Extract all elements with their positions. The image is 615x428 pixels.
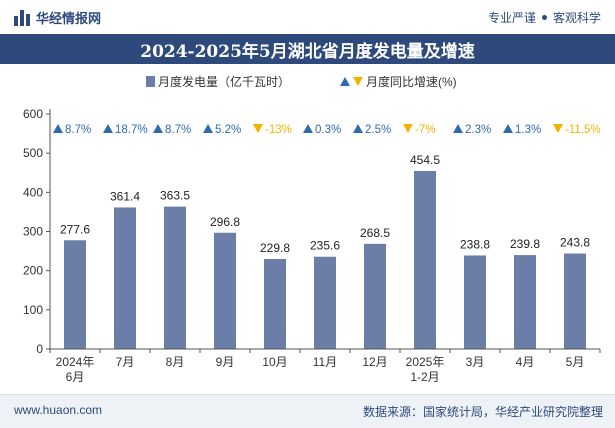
bar: [364, 243, 386, 349]
footer: www.huaon.com 数据来源：国家统计局，华经产业研究院整理: [0, 394, 615, 428]
growth-label: 8.7%: [65, 124, 91, 136]
x-tick-label: 3月: [466, 355, 485, 369]
bar: [64, 240, 86, 349]
bar-value-label: 235.6: [310, 239, 340, 253]
bar: [314, 256, 336, 349]
bar: [464, 255, 486, 349]
header: 华经情报网 专业严谨 客观科学: [0, 0, 615, 34]
bar-value-label: 363.5: [160, 189, 190, 203]
growth-down-triangle-icon: [553, 124, 563, 133]
x-tick-label: 6月: [66, 370, 85, 384]
bar: [414, 170, 436, 349]
chart-title: 2024-2025年5月湖北省月度发电量及增速: [140, 41, 475, 62]
legend-bar-swatch: [146, 76, 155, 87]
title-bar: 2024-2025年5月湖北省月度发电量及增速: [0, 34, 615, 64]
dot-icon: [541, 15, 547, 20]
growth-label: -7%: [415, 124, 435, 136]
bar: [514, 255, 536, 349]
y-tick-label: 200: [23, 264, 43, 278]
legend-down-triangle-icon: [353, 77, 363, 86]
growth-up-triangle-icon: [353, 124, 363, 133]
y-tick-label: 0: [36, 342, 43, 356]
x-tick-label: 5月: [566, 355, 585, 369]
bar-value-label: 454.5: [410, 153, 440, 167]
bar: [264, 258, 286, 349]
growth-up-triangle-icon: [53, 124, 63, 133]
bar-value-label: 296.8: [210, 215, 240, 229]
bars: 277.6 361.4 363.5 296.8 229.8 235.6 268.5 454.5…: [60, 153, 590, 349]
growth-up-triangle-icon: [503, 124, 513, 133]
site-link[interactable]: www.huaon.com: [14, 403, 103, 417]
growth-label: 1.3%: [515, 124, 541, 136]
bar-value-label: 243.8: [560, 236, 590, 250]
bar: [214, 232, 236, 349]
growth-down-triangle-icon: [403, 124, 413, 133]
bar: [564, 253, 586, 349]
x-tick-label: 9月: [216, 355, 235, 369]
x-tick-label: 7月: [116, 355, 135, 369]
growth-down-triangle-icon: [253, 124, 263, 133]
bar-value-label: 277.6: [60, 222, 90, 236]
slogan-left: 专业严谨: [487, 11, 536, 25]
y-tick-label: 100: [23, 303, 43, 317]
growth-up-triangle-icon: [303, 124, 313, 133]
growth-labels: 8.7% 18.7% 8.7% 5.2% -13% 0.3% 2.5% -7% 2.3% 1.3%…: [53, 124, 601, 136]
x-tick-label: 12月: [362, 355, 387, 369]
bar-value-label: 268.5: [360, 226, 390, 240]
legend-bar-label: 月度发电量（亿千瓦时）: [158, 74, 290, 89]
x-tick-label: 2025年: [406, 355, 445, 369]
y-tick-label: 500: [23, 146, 43, 160]
legend-up-triangle-icon: [340, 77, 350, 86]
chart: 月度发电量（亿千瓦时） 月度同比增速(%) 0 100 200 300 400 500 60…: [23, 74, 601, 384]
x-tick-label: 2024年: [56, 355, 95, 369]
brand-name: 华经情报网: [36, 11, 102, 26]
growth-label: 0.3%: [315, 124, 341, 136]
x-tick-label: 10月: [262, 355, 287, 369]
bar-value-label: 361.4: [110, 189, 140, 203]
growth-label: 18.7%: [115, 124, 148, 136]
bar-value-label: 238.8: [460, 237, 490, 251]
y-tick-label: 300: [23, 225, 43, 239]
growth-up-triangle-icon: [103, 124, 113, 133]
growth-label: -13%: [265, 124, 292, 136]
growth-up-triangle-icon: [203, 124, 213, 133]
slogan: 专业严谨 客观科学: [488, 9, 601, 26]
y-axis: 0 100 200 300 400 500 600: [23, 107, 51, 356]
growth-label: 2.5%: [365, 124, 391, 136]
growth-up-triangle-icon: [453, 124, 463, 133]
slogan-right: 客观科学: [552, 11, 601, 25]
data-source: 数据来源：国家统计局，华经产业研究院整理: [362, 405, 603, 419]
growth-label: 2.3%: [465, 124, 491, 136]
x-tick-label: 11月: [313, 355, 337, 369]
x-tick-label: 8月: [166, 355, 185, 369]
bar: [114, 207, 136, 349]
x-tick-label: 1-2月: [410, 370, 439, 384]
growth-label: 5.2%: [215, 124, 241, 136]
y-tick-label: 400: [23, 185, 43, 199]
growth-up-triangle-icon: [153, 124, 163, 133]
growth-label: 8.7%: [165, 124, 191, 136]
legend-growth-label: 月度同比增速(%): [366, 74, 457, 89]
bar-value-label: 239.8: [510, 237, 540, 251]
legend: 月度发电量（亿千瓦时） 月度同比增速(%): [146, 74, 457, 89]
brand-logo[interactable]: 华经情报网: [14, 8, 101, 27]
x-tick-label: 4月: [516, 355, 535, 369]
growth-label: -11.5%: [565, 124, 601, 136]
bar-logo-icon: [14, 9, 30, 26]
bar: [164, 206, 186, 349]
y-tick-label: 600: [23, 107, 43, 121]
bar-value-label: 229.8: [260, 241, 290, 255]
